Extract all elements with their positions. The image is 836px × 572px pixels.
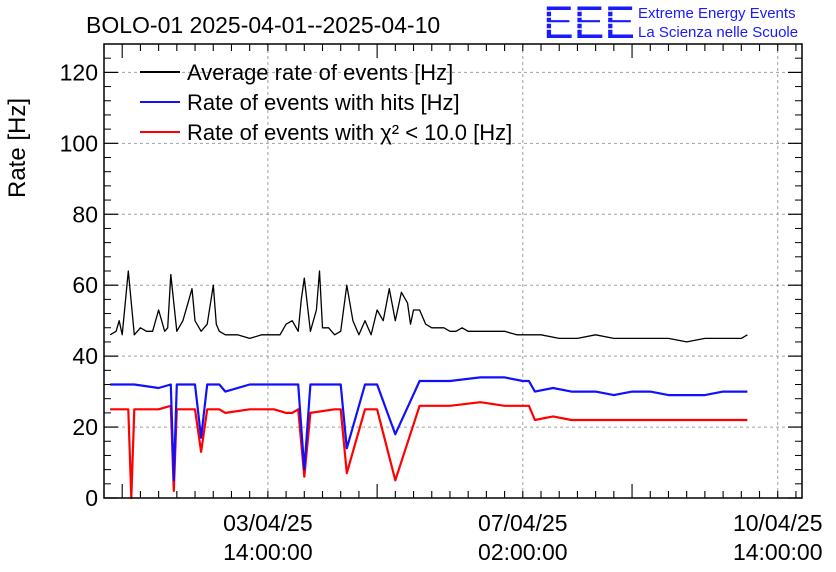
logo-caption-line-2: La Scienza nelle Scuole bbox=[638, 24, 799, 41]
x-tick-label-time: 14:00:00 bbox=[223, 539, 313, 565]
chart-title: BOLO-01 2025-04-01--2025-04-10 bbox=[86, 12, 441, 38]
series-line-1 bbox=[109, 270, 748, 343]
series-line-2 bbox=[110, 376, 748, 482]
eee-logo: EEE bbox=[542, 0, 638, 44]
logo-letters: EEE bbox=[543, 0, 635, 44]
y-tick-label: 120 bbox=[60, 59, 98, 85]
y-tick-label: 60 bbox=[72, 272, 98, 298]
legend-label-1: Average rate of events [Hz] bbox=[187, 60, 453, 85]
grid-lines bbox=[104, 44, 802, 498]
legend-label-3: Rate of events with χ² < 10.0 [Hz] bbox=[187, 120, 512, 145]
logo-caption-line-1: Extreme Energy Events bbox=[638, 5, 796, 22]
x-tick-label-time: 02:00:00 bbox=[478, 539, 568, 565]
legend: Average rate of events [Hz] Rate of event… bbox=[140, 60, 512, 145]
y-tick-label: 0 bbox=[85, 485, 98, 511]
series-layer bbox=[109, 270, 748, 500]
logo-caption: Extreme Energy Events La Scienza nelle S… bbox=[638, 4, 798, 42]
y-tick-label: 100 bbox=[60, 130, 98, 156]
axis-layer: 0 20 40 60 80 100 120 03/04/25 14:00:00 07/04/25 0… bbox=[60, 43, 823, 565]
legend-label-2: Rate of events with hits [Hz] bbox=[187, 90, 460, 115]
x-tick-label-time: 14:00:00 bbox=[733, 539, 823, 565]
x-tick-label-date: 03/04/25 bbox=[223, 510, 313, 536]
x-tick-label-date: 07/04/25 bbox=[478, 510, 568, 536]
y-axis-label: Rate [Hz] bbox=[4, 97, 31, 198]
y-tick-label: 40 bbox=[72, 343, 98, 369]
y-tick-label: 20 bbox=[72, 414, 98, 440]
y-tick-label: 80 bbox=[72, 201, 98, 227]
series-line-3 bbox=[110, 401, 748, 500]
x-tick-label-date: 10/04/25 bbox=[733, 510, 823, 536]
